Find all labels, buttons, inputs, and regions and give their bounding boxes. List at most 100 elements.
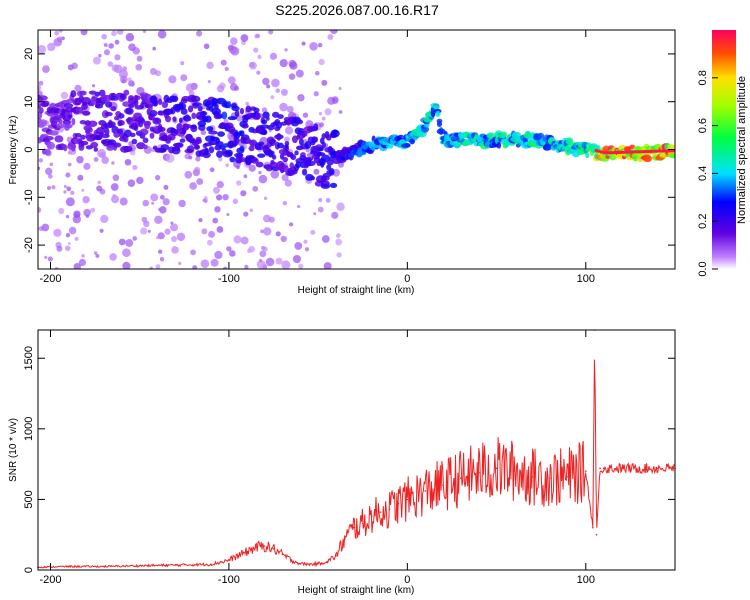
spectrogram-cell: [93, 147, 99, 152]
spectrogram-cell: [64, 123, 73, 129]
spectrogram-speckle: [207, 79, 211, 84]
spectrogram-speckle: [261, 107, 268, 113]
spectrogram-speckle: [244, 264, 249, 269]
spectrogram-cell: [202, 151, 211, 159]
spectrogram-cell: [131, 138, 138, 145]
snr-data-point: [281, 553, 284, 556]
spectrogram-cell: [217, 131, 225, 137]
spectrogram-cell: [87, 120, 98, 127]
spectrogram-speckle: [128, 43, 136, 51]
spectrogram-speckle: [108, 43, 114, 49]
spectrogram-speckle: [270, 95, 275, 100]
spectrogram-cell: [259, 124, 270, 129]
spectrogram-core-cell: [594, 149, 598, 153]
spectrogram-speckle: [314, 70, 320, 76]
spectrogram-speckle: [331, 97, 339, 104]
spectrogram-cell: [38, 119, 48, 126]
spectrogram-core-cell: [610, 151, 614, 155]
spectrogram-cell: [225, 149, 233, 157]
spectrogram-xtick-label: 100: [577, 273, 595, 285]
spectrogram-cell: [269, 161, 279, 168]
spectrogram-speckle: [309, 41, 318, 51]
spectrogram-speckle: [74, 236, 79, 241]
spectrogram-speckle: [288, 73, 296, 80]
spectrogram-speckle: [48, 174, 53, 179]
spectrogram-speckle: [227, 76, 236, 85]
snr-data-point: [595, 533, 598, 536]
snr-data-point: [599, 467, 601, 470]
spectrogram-speckle: [150, 193, 159, 202]
snr-data-point: [442, 484, 444, 487]
spectrogram-speckle: [236, 180, 242, 186]
spectrogram-cell: [74, 132, 82, 138]
spectrogram-cell: [79, 90, 87, 96]
spectrogram-speckle: [256, 259, 266, 269]
spectrogram-cell: [276, 132, 282, 141]
spectrogram-speckle: [192, 265, 198, 269]
spectrogram-cell: [253, 107, 260, 113]
spectrogram-speckle: [81, 188, 85, 192]
spectrogram-core-cell: [664, 149, 668, 153]
spectrogram-speckle: [42, 65, 50, 74]
spectrogram-core-cell: [602, 151, 606, 155]
spectrogram-cell: [326, 159, 334, 166]
spectrogram-speckle: [78, 258, 86, 267]
spectrogram-speckle: [93, 251, 98, 255]
snr-data-point: [317, 562, 319, 565]
spectrogram-cell: [182, 123, 193, 129]
spectrogram-cell: [206, 126, 214, 132]
spectrogram-speckle: [184, 170, 193, 179]
spectrogram-speckle: [253, 47, 259, 53]
spectrogram-speckle: [335, 238, 343, 246]
spectrogram-speckle: [249, 61, 257, 70]
spectrogram-cell: [332, 129, 338, 135]
spectrogram-cell: [44, 148, 51, 156]
spectrogram-speckle: [252, 185, 259, 192]
spectrogram-speckle: [234, 85, 240, 91]
spectrogram-ytick-label: -20: [23, 237, 35, 253]
spectrogram-speckle: [263, 214, 271, 223]
spectrogram-cell: [404, 142, 411, 148]
colorbar-ticks: 0.0 0.2 0.4 0.6 0.8: [697, 70, 718, 277]
spectrogram-cell: [143, 120, 152, 126]
spectrogram-speckle: [157, 232, 165, 240]
spectrogram-speckle: [259, 250, 267, 258]
spectrogram-cell: [310, 176, 316, 181]
spectrogram-speckle: [279, 59, 288, 68]
spectrogram-speckle: [154, 174, 161, 181]
spectrogram-speckle: [240, 236, 249, 245]
spectrogram-speckle: [226, 212, 230, 216]
spectrogram-speckle: [38, 44, 47, 54]
spectrogram-cell: [139, 128, 149, 136]
spectrogram-core-cell: [629, 150, 633, 154]
spectrogram-speckle: [65, 172, 71, 178]
spectrogram-speckle: [80, 30, 88, 36]
snr-data-point: [397, 502, 400, 505]
spectrogram-cell: [71, 146, 76, 152]
colorbar-tick-label: 0.2: [697, 214, 709, 229]
spectrogram-cell: [221, 111, 228, 120]
spectrogram-cell: [261, 130, 268, 136]
spectrogram-speckle: [168, 75, 177, 84]
spectrogram-cell: [250, 157, 259, 164]
spectrogram-speckle: [99, 151, 106, 159]
spectrogram-speckle: [318, 58, 325, 66]
spectrogram-ytick-label: 10: [23, 96, 35, 108]
spectrogram-core-cell: [600, 150, 604, 154]
spectrogram-speckle: [281, 260, 291, 269]
spectrogram-speckle: [41, 223, 50, 232]
spectrogram-speckle: [83, 162, 91, 170]
spectrogram-cell: [142, 137, 149, 144]
spectrogram-speckle: [195, 156, 201, 162]
spectrogram-cell: [107, 121, 116, 128]
spectrogram-core-cell: [640, 150, 644, 154]
spectrogram-cell: [435, 110, 441, 117]
spectrogram-speckle: [288, 59, 297, 68]
spectrogram-speckle: [284, 48, 288, 52]
spectrogram-cell: [172, 116, 177, 122]
spectrogram-speckle: [155, 264, 161, 269]
snr-xtick-label: -100: [218, 574, 240, 586]
spectrogram-cell: [94, 91, 101, 97]
